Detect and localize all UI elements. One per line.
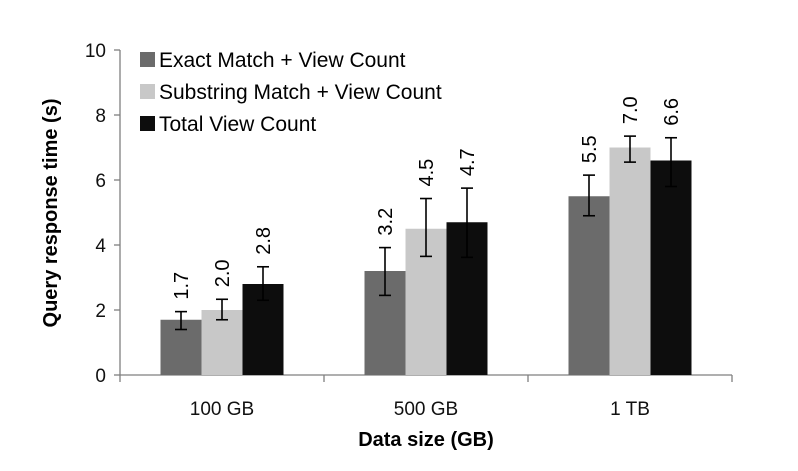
y-ticks: 0 2 4 6 8 10	[85, 41, 120, 387]
y-tick-label: 10	[85, 41, 106, 62]
bar	[568, 196, 610, 375]
legend: Exact Match + View Count Substring Match …	[140, 49, 442, 136]
legend-label: Total View Count	[159, 113, 316, 136]
bars	[160, 147, 692, 375]
x-tick-label: 1 TB	[610, 399, 650, 420]
bar	[650, 160, 692, 375]
data-label: 1.7	[171, 272, 193, 300]
legend-swatch	[140, 52, 155, 67]
data-label: 4.5	[416, 159, 438, 187]
legend-label: Substring Match + View Count	[159, 81, 442, 104]
bar	[609, 147, 651, 375]
x-axis-title: Data size (GB)	[358, 429, 494, 451]
y-tick-label: 0	[95, 366, 106, 387]
data-label: 7.0	[620, 96, 642, 124]
y-tick-label: 4	[95, 236, 106, 257]
x-tick-label: 500 GB	[394, 399, 458, 420]
legend-swatch	[140, 116, 155, 131]
legend-label: Exact Match + View Count	[159, 49, 406, 72]
y-axis-title: Query response time (s)	[40, 99, 62, 328]
y-tick-label: 2	[95, 301, 106, 322]
data-label: 5.5	[579, 135, 601, 163]
bar	[201, 310, 243, 375]
data-label: 2.8	[253, 227, 275, 255]
x-tick-label: 100 GB	[190, 399, 254, 420]
y-tick-label: 6	[95, 171, 106, 192]
legend-swatch	[140, 84, 155, 99]
x-ticks: 100 GB 500 GB 1 TB	[119, 375, 733, 420]
data-labels: 1.7 3.2 5.5 2.0 4.5 7.0 2.8 4.7 6.6	[171, 96, 683, 299]
data-label: 3.2	[375, 208, 397, 236]
data-label: 6.6	[661, 98, 683, 126]
y-tick-label: 8	[95, 106, 106, 127]
data-label: 2.0	[212, 259, 234, 287]
data-label: 4.7	[457, 148, 479, 176]
error-bars	[175, 135, 677, 331]
